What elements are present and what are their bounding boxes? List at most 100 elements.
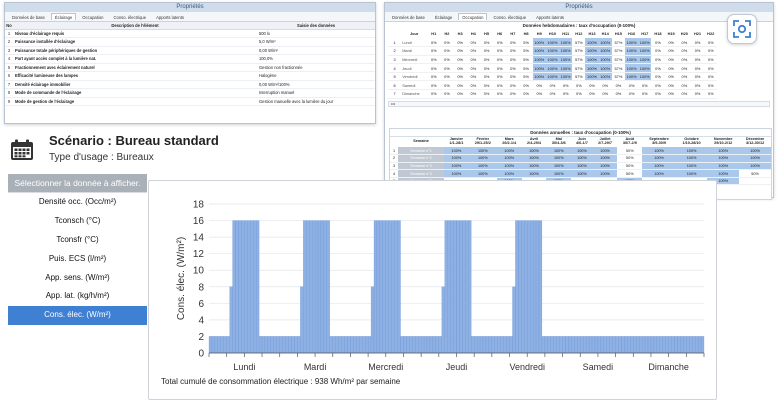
row-value[interactable]: 5,0 W/m² <box>257 37 375 47</box>
occupation-cell[interactable]: 0% <box>625 80 639 91</box>
occupation-cell[interactable]: 100% <box>532 46 546 56</box>
occupation-cell[interactable]: 100% <box>444 154 469 163</box>
occupation-cell[interactable]: 100% <box>638 63 652 73</box>
occupation-cell[interactable]: 100% <box>585 63 599 73</box>
occupation-cell[interactable]: 100% <box>625 38 639 48</box>
occupation-cell[interactable]: 0% <box>493 89 507 99</box>
occupation-cell[interactable]: 0% <box>559 89 573 99</box>
selector-item-puis-ecs[interactable]: Puis. ECS (l/m²) <box>8 249 147 269</box>
occupation-cell[interactable]: 57% <box>572 38 586 48</box>
occupation-cell[interactable]: 50% <box>617 169 643 178</box>
annual-occupation-grid[interactable]: Semaine Janvier 1/1-28/1 Février 29/1-25/2 M… <box>390 137 771 186</box>
occupation-cell[interactable]: 0% <box>493 46 507 56</box>
occupation-cell[interactable]: 100% <box>707 147 740 156</box>
occupation-cell[interactable]: 0% <box>704 89 718 99</box>
occupation-cell[interactable]: 100% <box>585 38 599 48</box>
occupation-cell[interactable]: 100% <box>638 38 652 48</box>
occupation-cell[interactable]: 0% <box>677 63 691 73</box>
occupation-cell[interactable]: 100% <box>642 147 676 156</box>
table-row[interactable]: 6 Efficacité lumineuse des lampes Halogène <box>5 71 375 81</box>
occupation-cell[interactable]: 0% <box>466 63 480 73</box>
occupation-cell[interactable]: 0% <box>611 80 625 91</box>
occupation-cell[interactable]: 0% <box>559 80 573 91</box>
occupation-cell[interactable]: 0% <box>677 80 691 91</box>
occupation-cell[interactable]: 0% <box>506 63 520 73</box>
occupation-cell[interactable]: 100% <box>592 162 618 171</box>
occupation-cell[interactable]: 100% <box>598 63 612 73</box>
occupation-cell[interactable]: 0% <box>427 55 441 65</box>
occupation-cell[interactable]: 0% <box>651 72 665 82</box>
occupation-cell[interactable]: 100% <box>468 154 497 163</box>
occupation-cell[interactable]: 0% <box>479 46 494 56</box>
occupation-cell[interactable]: 0% <box>704 80 718 91</box>
table-row[interactable]: 3 Puissance totale périphériques de gesti… <box>5 46 375 55</box>
occupation-cell[interactable]: 5% <box>519 46 533 56</box>
occupation-cell[interactable]: 0% <box>479 89 494 99</box>
occupation-cell[interactable]: 0% <box>506 89 520 99</box>
occupation-cell[interactable]: 100% <box>521 154 547 163</box>
occupation-cell[interactable]: 0% <box>651 38 665 48</box>
occupation-cell[interactable]: 57% <box>611 72 625 82</box>
occupation-cell[interactable]: 100% <box>598 55 612 65</box>
occupation-cell[interactable]: 100% <box>571 169 593 178</box>
occupation-cell[interactable]: 0% <box>598 80 612 91</box>
occupation-cell[interactable]: 57% <box>572 55 586 65</box>
occupation-cell[interactable]: 100% <box>675 147 708 156</box>
table-row[interactable]: 1 Niveau d'éclairage requis 500 lx <box>5 29 375 38</box>
occupation-cell[interactable]: 100% <box>521 162 547 171</box>
occupation-cell[interactable]: 0% <box>506 80 520 91</box>
occupation-cell[interactable]: 0% <box>466 72 480 82</box>
occupation-cell[interactable]: 100% <box>642 169 676 178</box>
occupation-cell[interactable]: 100% <box>521 169 547 178</box>
occupation-cell[interactable]: 100% <box>592 154 618 163</box>
occupation-cell[interactable]: 0% <box>704 72 718 82</box>
occupation-cell[interactable]: 5% <box>519 38 533 48</box>
occupation-cell[interactable]: 100% <box>546 162 572 171</box>
occupation-cell[interactable]: 0% <box>466 38 480 48</box>
occupation-cell[interactable]: 100% <box>642 154 676 163</box>
occupation-cell[interactable]: 0% <box>572 89 586 99</box>
occupation-cell[interactable]: 0% <box>651 55 665 65</box>
occupation-cell[interactable]: 100% <box>545 55 560 65</box>
occupation-cell[interactable]: 0% <box>453 63 467 73</box>
occupation-cell[interactable]: 100% <box>585 72 599 82</box>
tab-eclairage[interactable]: Éclairage <box>434 15 453 20</box>
occupation-cell[interactable]: 0% <box>625 89 639 99</box>
occupation-cell[interactable]: 0% <box>585 80 599 91</box>
selector-item-app-lat[interactable]: App. lat. (kg/h/m²) <box>8 287 147 307</box>
occupation-cell[interactable]: 0% <box>466 89 480 99</box>
tab-apports-latents[interactable]: Apports latents <box>156 15 185 20</box>
occupation-cell[interactable]: 100% <box>675 154 708 163</box>
occupation-cell[interactable]: 5% <box>519 72 533 82</box>
occupation-cell[interactable]: 0% <box>440 46 454 56</box>
occupation-cell[interactable]: 0% <box>466 80 480 91</box>
occupation-cell[interactable]: 100% <box>496 147 522 156</box>
occupation-cell[interactable]: 0% <box>651 63 665 73</box>
occupation-cell[interactable]: 0% <box>453 46 467 56</box>
occupation-cell[interactable]: 0% <box>466 55 480 65</box>
occupation-cell[interactable]: 0% <box>704 46 718 56</box>
occupation-cell[interactable]: 0% <box>704 55 718 65</box>
tab-apports-latents[interactable]: Apports latents <box>536 15 565 20</box>
tab-occupation[interactable]: Occupation <box>82 15 104 20</box>
occupation-cell[interactable]: 100% <box>496 169 522 178</box>
occupation-cell[interactable]: 0% <box>651 89 665 99</box>
occupation-cell[interactable]: 0% <box>479 38 494 48</box>
occupation-cell[interactable]: 100% <box>675 169 708 178</box>
occupation-cell[interactable]: 0% <box>466 46 480 56</box>
occupation-cell[interactable]: 100% <box>707 162 740 171</box>
occupation-cell[interactable]: 0% <box>427 80 441 91</box>
occupation-cell[interactable]: 0% <box>427 63 441 73</box>
occupation-cell[interactable]: 0% <box>664 89 678 99</box>
occupation-cell[interactable]: 0% <box>664 63 678 73</box>
occupation-cell[interactable]: 100% <box>444 169 469 178</box>
occupation-cell[interactable]: 100% <box>545 46 560 56</box>
occupation-cell[interactable]: 100% <box>625 55 639 65</box>
row-value[interactable]: 500 lx <box>257 29 375 38</box>
occupation-cell[interactable]: 100% <box>707 169 740 178</box>
occupation-cell[interactable]: 100% <box>592 169 618 178</box>
tab-donnees-de-base[interactable]: Données de base <box>392 15 425 20</box>
occupation-cell[interactable]: 0% <box>519 89 533 99</box>
occupation-cell[interactable]: 0% <box>677 46 691 56</box>
occupation-cell[interactable]: 57% <box>572 63 586 73</box>
